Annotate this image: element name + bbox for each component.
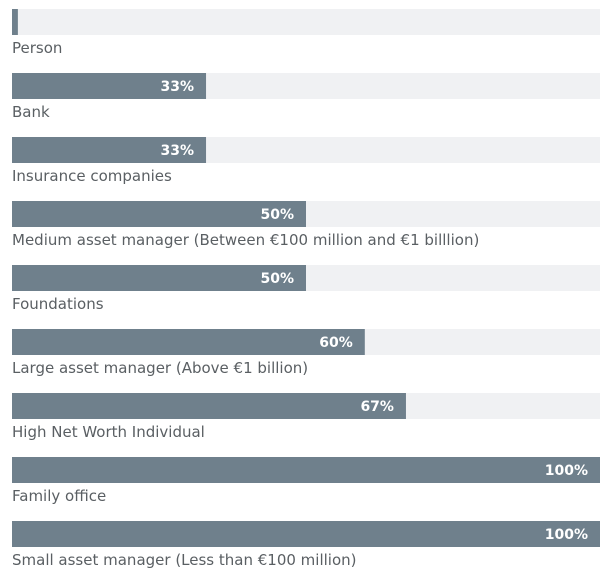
bar-track [12, 9, 600, 35]
value-label: 60% [319, 335, 353, 351]
category-label: Large asset manager (Above €1 billion) [12, 359, 308, 377]
category-label: Foundations [12, 295, 104, 313]
value-label: 33% [161, 79, 195, 95]
category-label: Bank [12, 103, 50, 121]
category-label: High Net Worth Individual [12, 423, 205, 441]
category-label: Insurance companies [12, 167, 172, 185]
bar [12, 265, 306, 291]
bar [12, 457, 600, 483]
bar [12, 201, 306, 227]
bar [12, 521, 600, 547]
bar [12, 73, 207, 99]
value-label: 50% [260, 271, 294, 287]
category-label: Small asset manager (Less than €100 mill… [12, 551, 357, 568]
bar [12, 393, 406, 419]
value-label: 50% [260, 207, 294, 223]
value-label: 67% [360, 399, 394, 415]
category-label: Family office [12, 487, 106, 505]
bar [12, 9, 18, 35]
bar [12, 329, 365, 355]
bar [12, 137, 207, 163]
value-label: 100% [545, 463, 588, 479]
value-label: 100% [545, 527, 588, 543]
category-label: Medium asset manager (Between €100 milli… [12, 231, 479, 249]
category-label: Person [12, 39, 62, 57]
value-label: 33% [161, 143, 195, 159]
